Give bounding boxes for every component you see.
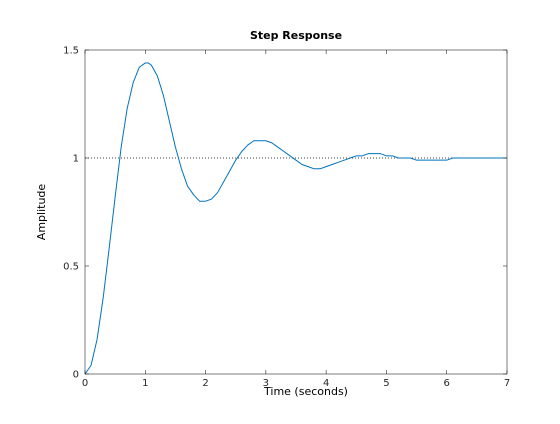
chart-title: Step Response [250,29,342,42]
x-axis-label: Time (seconds) [263,385,348,398]
y-tick-label-3: 1.5 [63,46,79,57]
y-tick-label-2: 1 [73,154,79,165]
series-line-0 [84,62,507,375]
x-tick-label-3: 3 [263,378,269,389]
y-tick-label-0: 0 [73,370,79,381]
y-tick-label-1: 0.5 [63,262,79,273]
x-tick-label-7: 7 [504,378,510,389]
tick-layer: 0 1 2 3 4 5 6 7 0 0.5 1 1.5 [63,46,510,390]
y-axis-label: Amplitude [35,184,48,241]
x-tick-label-0: 0 [82,378,88,389]
plot-frame [84,49,508,375]
x-tick-label-1: 1 [142,378,148,389]
plot-area [85,50,507,374]
x-tick-label-4: 4 [323,378,329,389]
x-tick-label-5: 5 [383,378,389,389]
x-tick-label-2: 2 [202,378,208,389]
series-layer [84,62,507,375]
x-tick-label-6: 6 [444,378,450,389]
